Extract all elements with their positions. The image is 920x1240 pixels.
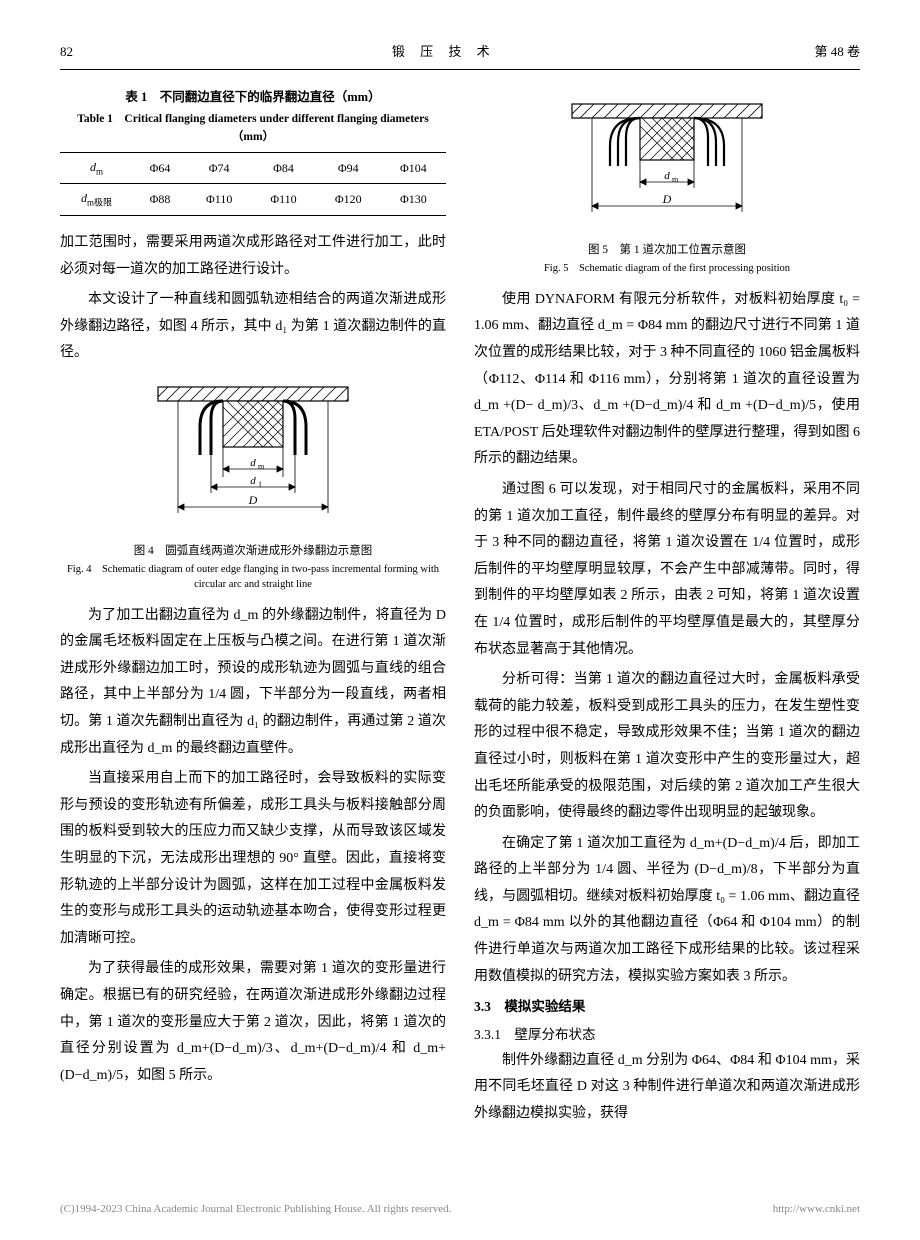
left-para-2: 为了加工出翻边直径为 d_m 的外缘翻边制件，将直径为 D 的金属毛坯板料固定在… (60, 603, 446, 763)
fig5-caption-en: Fig. 5 Schematic diagram of the first pr… (474, 262, 860, 277)
svg-text:d: d (664, 170, 670, 182)
table1-r0c3: Φ110 (251, 184, 315, 215)
svg-text:d: d (250, 457, 256, 469)
page-footer: (C)1994-2023 China Academic Journal Elec… (60, 1199, 860, 1220)
volume-label: 第 48 卷 (814, 40, 860, 65)
table1-caption-cn: 表 1 不同翻边直径下的临界翻边直径（mm） (60, 86, 446, 110)
page-number-left: 82 (60, 40, 73, 65)
table1: dm Φ64 Φ74 Φ84 Φ94 Φ104 dm极限 Φ88 Φ110 Φ1… (60, 152, 446, 216)
table1-h0: dm (60, 152, 133, 183)
table1-r0c1: Φ88 (133, 184, 187, 215)
table1-r0c0: dm极限 (60, 184, 133, 215)
section-3-3-1: 3.3.1 壁厚分布状态 (474, 1022, 860, 1048)
svg-text:m: m (258, 462, 265, 471)
figure-4: dm d1 D (60, 377, 446, 538)
right-para-3: 在确定了第 1 道次加工直径为 d_m+(D−d_m)/4 后，即加工路径的上半… (474, 831, 860, 991)
table1-caption-en: Table 1 Critical flanging diameters unde… (60, 111, 446, 146)
table1-h2: Φ74 (187, 152, 251, 183)
page-header: 82 锻 压 技 术 第 48 卷 (60, 40, 860, 70)
table1-r0c2: Φ110 (187, 184, 251, 215)
footer-url: http://www.cnki.net (773, 1199, 860, 1220)
left-column: 表 1 不同翻边直径下的临界翻边直径（mm） Table 1 Critical … (60, 86, 446, 1132)
table1-h1: Φ64 (133, 152, 187, 183)
table1-r0c5: Φ130 (381, 184, 446, 215)
journal-title: 锻 压 技 术 (392, 40, 496, 65)
table1-r0c4: Φ120 (316, 184, 381, 215)
left-para-4: 为了获得最佳的成形效果，需要对第 1 道次的变形量进行确定。根据已有的研究经验，… (60, 956, 446, 1089)
table1-h5: Φ104 (381, 152, 446, 183)
left-para-3: 当直接采用自上而下的加工路径时，会导致板料的实际变形与预设的变形轨迹有所偏差，成… (60, 766, 446, 952)
fig5-caption-cn: 图 5 第 1 道次加工位置示意图 (474, 240, 860, 262)
svg-text:D: D (248, 493, 258, 507)
svg-text:m: m (672, 175, 679, 184)
svg-text:D: D (662, 192, 672, 206)
table1-h4: Φ94 (316, 152, 381, 183)
right-para-4: 制件外缘翻边直径 d_m 分别为 Φ64、Φ84 和 Φ104 mm，采用不同毛… (474, 1048, 860, 1128)
figure-5: dm D (474, 96, 860, 237)
table1-row0: dm极限 Φ88 Φ110 Φ110 Φ120 Φ130 (60, 184, 446, 215)
fig4-caption-en: Fig. 4 Schematic diagram of outer edge f… (60, 563, 446, 592)
right-para-0: 使用 DYNAFORM 有限元分析软件，对板料初始厚度 t₀ = 1.06 mm… (474, 287, 860, 473)
table1-header-row: dm Φ64 Φ74 Φ84 Φ94 Φ104 (60, 152, 446, 183)
right-para-1: 通过图 6 可以发现，对于相同尺寸的金属板料，采用不同的第 1 道次加工直径，制… (474, 477, 860, 663)
svg-text:d: d (250, 475, 256, 487)
svg-text:1: 1 (258, 480, 262, 489)
left-para-1: 本文设计了一种直线和圆弧轨迹相结合的两道次渐进成形外缘翻边路径，如图 4 所示，… (60, 287, 446, 367)
two-column-layout: 表 1 不同翻边直径下的临界翻边直径（mm） Table 1 Critical … (60, 86, 860, 1132)
fig5-svg: dm D (552, 96, 782, 226)
fig4-caption-cn: 图 4 圆弧直线两道次渐进成形外缘翻边示意图 (60, 541, 446, 563)
right-para-2: 分析可得：当第 1 道次的翻边直径过大时，金属板料承受载荷的能力较差，板料受到成… (474, 667, 860, 827)
right-column: dm D 图 5 第 1 道次加工位置示意图 Fig. 5 Schematic … (474, 86, 860, 1132)
footer-copyright: (C)1994-2023 China Academic Journal Elec… (60, 1199, 451, 1220)
fig4-svg: dm d1 D (138, 377, 368, 527)
section-3-3: 3.3 模拟实验结果 (474, 994, 860, 1020)
left-para-0: 加工范围时，需要采用两道次成形路径对工件进行加工，此时必须对每一道次的加工路径进… (60, 230, 446, 283)
table1-h3: Φ84 (251, 152, 315, 183)
